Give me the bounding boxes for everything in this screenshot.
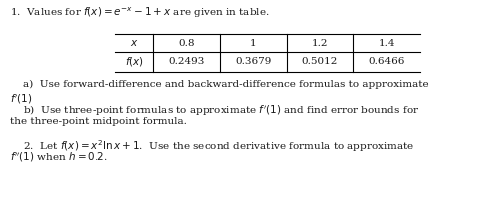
Text: 1.  Values for $f(x) = e^{-x} - 1 + x$ are given in table.: 1. Values for $f(x) = e^{-x} - 1 + x$ ar… [10,6,270,20]
Text: 0.3679: 0.3679 [235,57,271,66]
Text: 1: 1 [250,38,257,48]
Text: 0.6466: 0.6466 [369,57,405,66]
Text: b)  Use three-point formulas to approximate $f'(1)$ and find error bounds for: b) Use three-point formulas to approxima… [10,104,419,118]
Text: 0.2493: 0.2493 [168,57,205,66]
Text: 1.2: 1.2 [312,38,328,48]
Text: $f'(1)$: $f'(1)$ [10,93,33,106]
Text: 0.8: 0.8 [178,38,195,48]
Text: a)  Use forward-difference and backward-difference formulas to approximate: a) Use forward-difference and backward-d… [10,80,429,89]
Text: $f''(1)$ when $h = 0.2$.: $f''(1)$ when $h = 0.2$. [10,151,108,164]
Text: 2.  Let $f(x) = x^2 \ln x + 1$.  Use the second derivative formula to approximat: 2. Let $f(x) = x^2 \ln x + 1$. Use the s… [10,138,414,154]
Text: 0.5012: 0.5012 [301,57,338,66]
Text: $f(x)$: $f(x)$ [125,55,144,69]
Text: $x$: $x$ [130,38,138,48]
Text: the three-point midpoint formula.: the three-point midpoint formula. [10,117,187,126]
Text: 1.4: 1.4 [378,38,395,48]
